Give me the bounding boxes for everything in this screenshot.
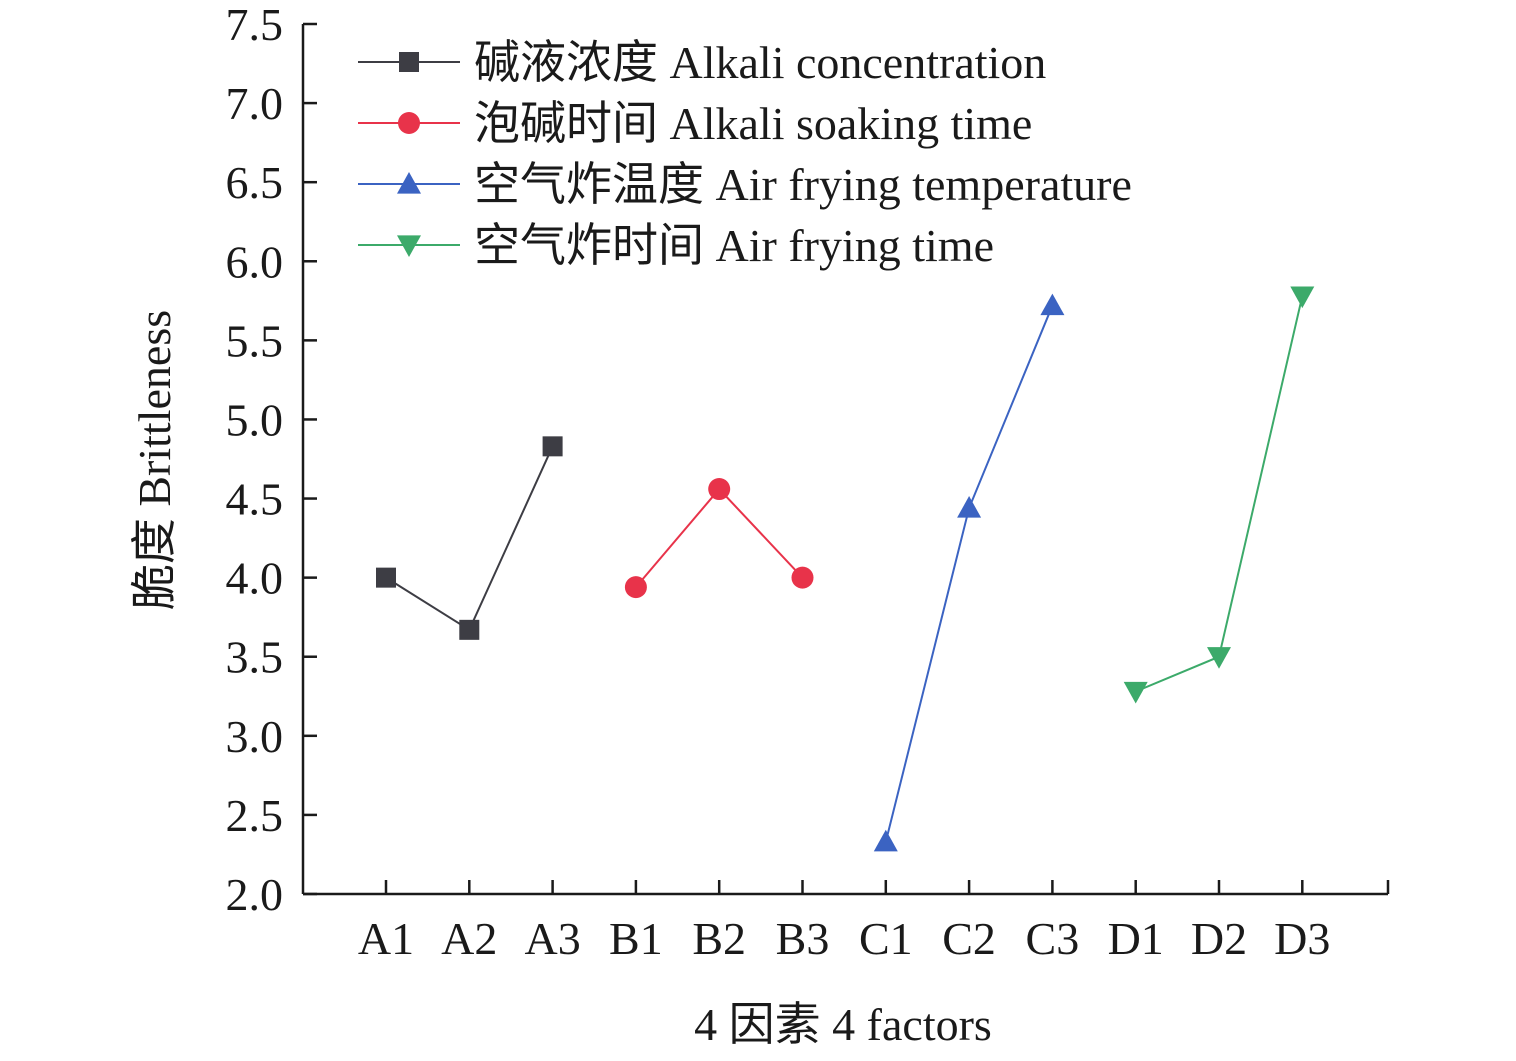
x-tick-label: B2	[692, 913, 746, 964]
y-tick-label: 4.5	[226, 474, 284, 525]
y-tick-label: 7.5	[226, 0, 284, 50]
y-tick-label: 6.0	[226, 236, 284, 287]
data-point	[791, 566, 814, 589]
y-tick-label: 2.5	[226, 790, 284, 841]
series-3	[873, 293, 1065, 852]
x-tick-label: B3	[776, 913, 830, 964]
series-1	[376, 436, 563, 640]
series-4	[1123, 286, 1315, 704]
data-point	[957, 496, 982, 518]
data-point	[1290, 286, 1315, 309]
series-line	[1135, 295, 1304, 693]
series-line	[385, 445, 554, 632]
legend-label: 空气炸温度 Air frying temperature	[474, 159, 1132, 210]
x-tick-label: C2	[942, 913, 996, 964]
y-tick-label: 4.0	[226, 553, 284, 604]
y-tick-label: 6.5	[226, 157, 284, 208]
legend-marker	[399, 52, 419, 72]
axes: 2.0 2.5 3.0 3.5 4.0 4.5 5.0 5.5 6.0 6.5 7.0 7.5 A1 A2…	[226, 0, 1390, 964]
legend-label: 泡碱时间 Alkali soaking time	[474, 98, 1032, 149]
y-tick-label: 2.0	[226, 869, 284, 920]
series-line	[884, 305, 1054, 843]
series-layer	[376, 286, 1315, 852]
legend-item-4: 空气炸时间 Air frying time	[358, 220, 994, 271]
x-tick-label: A3	[524, 913, 580, 964]
data-point	[1123, 681, 1148, 704]
y-tick-label: 5.0	[226, 394, 284, 445]
data-point	[1040, 293, 1065, 316]
y-tick-label: 3.0	[226, 711, 284, 762]
legend-marker	[397, 235, 421, 257]
legend: 碱液浓度 Alkali concentration 泡碱时间 Alkali soa…	[358, 37, 1132, 271]
x-tick-label: C1	[859, 913, 913, 964]
x-tick-label: B1	[609, 913, 663, 964]
data-point	[1207, 647, 1231, 669]
x-tick-label: A1	[358, 913, 414, 964]
data-point	[459, 619, 480, 640]
legend-item-2: 泡碱时间 Alkali soaking time	[358, 98, 1032, 149]
data-point	[708, 478, 731, 501]
data-point	[624, 576, 647, 599]
series-2	[624, 478, 814, 599]
data-point	[873, 829, 898, 852]
x-tick-label: D1	[1108, 913, 1164, 964]
y-tick-label: 7.0	[226, 78, 284, 129]
y-tick-label: 5.5	[226, 315, 284, 366]
legend-item-1: 碱液浓度 Alkali concentration	[358, 37, 1046, 88]
x-tick-label: D2	[1191, 913, 1247, 964]
legend-marker	[397, 172, 421, 194]
y-tick-label: 3.5	[226, 632, 284, 683]
series-line	[635, 487, 804, 588]
x-tick-label: C3	[1026, 913, 1080, 964]
data-point	[376, 567, 396, 588]
data-point	[542, 436, 563, 457]
legend-marker	[398, 112, 420, 134]
x-tick-label: A2	[441, 913, 497, 964]
x-tick-label: D3	[1274, 913, 1330, 964]
legend-label: 空气炸时间 Air frying time	[474, 220, 994, 271]
legend-item-3: 空气炸温度 Air frying temperature	[358, 159, 1132, 210]
y-axis-title: 脆度 Brittleness	[129, 310, 180, 610]
x-axis-title: 4 因素 4 factors	[694, 999, 992, 1050]
legend-label: 碱液浓度 Alkali concentration	[474, 37, 1046, 88]
